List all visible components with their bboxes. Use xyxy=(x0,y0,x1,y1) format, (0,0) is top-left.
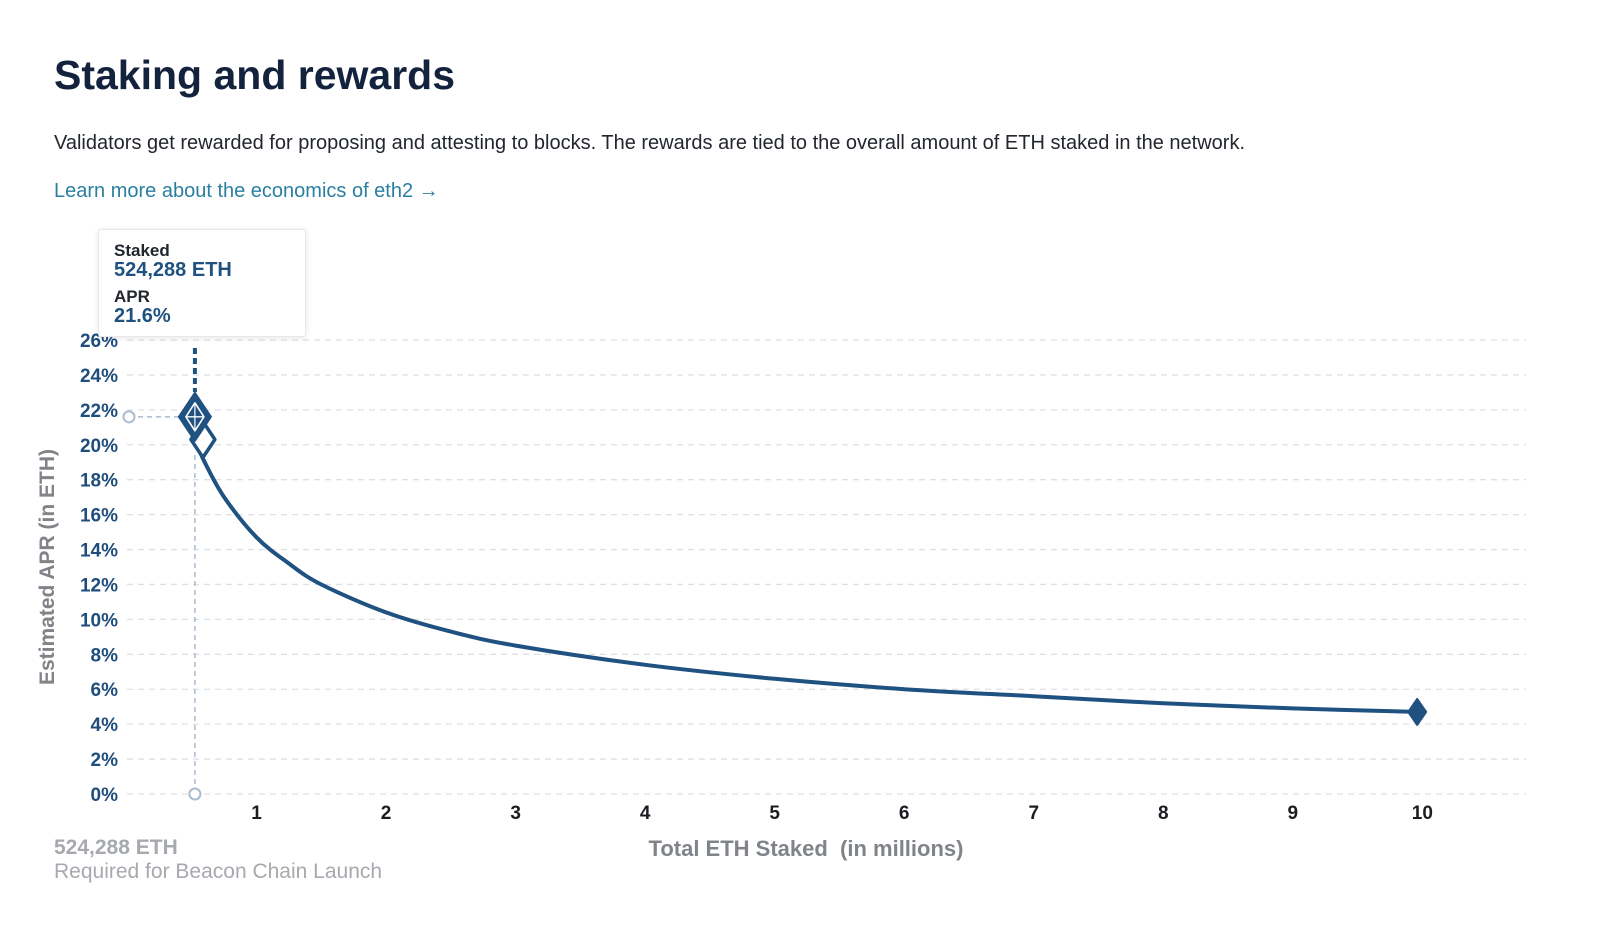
page-title: Staking and rewards xyxy=(54,52,456,98)
y-tick-label: 14% xyxy=(80,541,118,562)
x-tick-label: 5 xyxy=(769,803,780,824)
tooltip-staked-value: 524,288 ETH xyxy=(114,259,232,281)
y-tick-label: 8% xyxy=(91,645,119,666)
chart-markers xyxy=(177,391,1428,726)
x-guide-endpoint xyxy=(188,787,202,801)
y-tick-label: 16% xyxy=(80,506,118,527)
tooltip-staked-label: Staked xyxy=(114,241,170,260)
y-axis-title: Estimated APR (in ETH) xyxy=(36,449,59,685)
x-tick-label: 3 xyxy=(510,803,521,824)
y-tick-label: 2% xyxy=(91,750,119,771)
y-axis-ticks: 0%2%4%6%8%10%12%14%16%18%20%22%24%26% xyxy=(80,331,118,806)
chart-tooltip: Staked 524,288 ETH APR 21.6% xyxy=(98,229,306,337)
x-tick-label: 7 xyxy=(1028,803,1039,824)
chart-guides xyxy=(122,348,202,801)
tooltip-apr-value: 21.6% xyxy=(114,305,171,327)
y-tick-label: 0% xyxy=(91,785,119,806)
y-tick-label: 18% xyxy=(80,471,118,492)
x-axis-ticks: 1 2 3 4 5 6 7 8 9 10 xyxy=(251,803,1433,824)
x-tick-label: 8 xyxy=(1158,803,1169,824)
x-tick-label: 10 xyxy=(1412,803,1433,824)
y-tick-label: 24% xyxy=(80,366,118,387)
y-tick-label: 6% xyxy=(91,680,119,701)
page-description: Validators get rewarded for proposing an… xyxy=(54,132,1246,154)
x-axis-title: Total ETH Staked (in millions) xyxy=(649,836,964,861)
x-tick-label: 2 xyxy=(381,803,392,824)
y-tick-label: 4% xyxy=(91,715,119,736)
y-tick-label: 20% xyxy=(80,436,118,457)
y-tick-label: 12% xyxy=(80,575,118,596)
x-tick-label: 6 xyxy=(899,803,910,824)
learn-more-link[interactable]: Learn more about the economics of eth2 → xyxy=(54,180,439,202)
chart-grid xyxy=(127,339,1526,795)
curve-end-marker xyxy=(1407,697,1428,726)
launch-requirement-caption: Required for Beacon Chain Launch xyxy=(54,860,383,883)
tooltip-apr-label: APR xyxy=(114,287,150,306)
launch-requirement-value: 524,288 ETH xyxy=(54,836,178,859)
eth-diamond-icon xyxy=(177,391,212,442)
x-tick-label: 9 xyxy=(1288,803,1299,824)
apr-curve xyxy=(192,437,1420,714)
y-guide-endpoint xyxy=(122,410,136,424)
y-tick-label: 10% xyxy=(80,610,118,631)
x-tick-label: 1 xyxy=(251,803,262,824)
y-tick-label: 22% xyxy=(80,401,118,422)
chart-series xyxy=(192,437,1420,714)
eth-diamond-inner xyxy=(185,402,205,432)
launch-requirement-note: 524,288 ETH Required for Beacon Chain La… xyxy=(54,836,382,884)
x-tick-label: 4 xyxy=(640,803,651,824)
